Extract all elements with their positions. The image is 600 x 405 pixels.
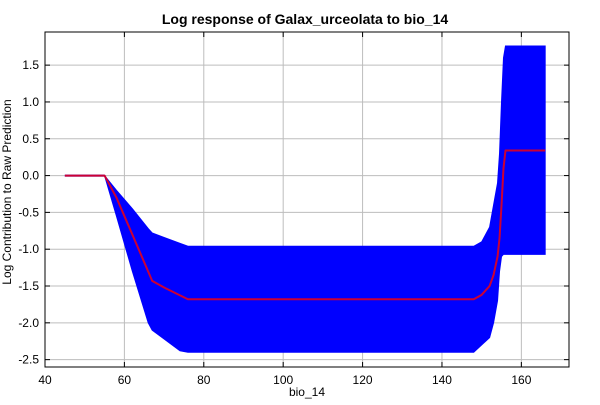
y-tick-label: 1.5 (22, 58, 39, 72)
x-tick-label: 120 (353, 373, 373, 387)
y-tick-label: 1.0 (22, 95, 39, 109)
chart-title: Log response of Galax_urceolata to bio_1… (162, 11, 449, 27)
mean-response (64, 149, 546, 301)
x-tick-label: 100 (273, 373, 293, 387)
y-tick-label: -1.5 (18, 279, 39, 293)
ticks: 40 60 80 100 120 140 160 -2.5 -2.0 -1.5 -1.0 -0.5 0.… (18, 32, 569, 387)
y-tick-label: -2.5 (18, 353, 39, 367)
mean-response-line (64, 149, 546, 301)
y-axis-label: Log Contribution to Raw Prediction (0, 99, 14, 284)
x-tick-label: 160 (511, 373, 531, 387)
x-tick-label: 80 (197, 373, 211, 387)
y-tick-label: 0.5 (22, 132, 39, 146)
x-tick-label: 140 (432, 373, 452, 387)
y-tick-label: -0.5 (18, 205, 39, 219)
plot-frame (44, 31, 570, 368)
y-tick-label: -2.0 (18, 316, 39, 330)
x-tick-label: 40 (38, 373, 52, 387)
x-tick-label: 60 (118, 373, 132, 387)
x-axis-label: bio_14 (289, 385, 325, 399)
confidence-band-area (104, 45, 546, 353)
y-tick-label: -1.0 (18, 242, 39, 256)
confidence-band (64, 45, 546, 353)
y-tick-label: 0.0 (22, 169, 39, 183)
